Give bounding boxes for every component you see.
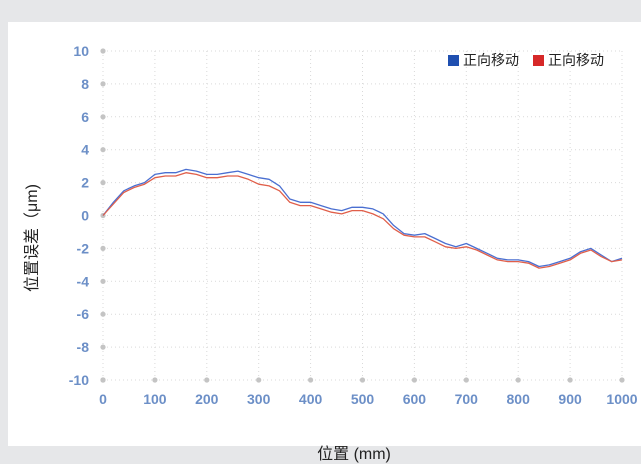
x-tick-marker xyxy=(619,377,625,383)
x-tick-label: 500 xyxy=(351,391,375,407)
y-tick-label: -6 xyxy=(77,306,90,322)
legend-item-2: 正向移动 xyxy=(533,50,604,70)
legend-swatch xyxy=(533,54,544,66)
x-tick-label: 800 xyxy=(507,391,531,407)
x-tick-label: 900 xyxy=(558,391,582,407)
x-tick-marker xyxy=(359,377,366,383)
y-tick-label: 10 xyxy=(73,43,89,59)
x-tick-marker xyxy=(308,377,314,383)
legend-label: 正向移动 xyxy=(548,52,604,68)
line-chart: 10 8 6 4 2 0 -2 -4 -6 -8 -10 0 100 200 300 400 500 600 70… xyxy=(69,43,638,407)
x-tick-label: 0 xyxy=(99,391,107,407)
y-tick-marker xyxy=(100,147,106,153)
y-tick-marker xyxy=(100,278,106,284)
legend-label: 正向移动 xyxy=(463,52,519,68)
x-tick-label: 100 xyxy=(143,391,167,407)
y-tick-label: -2 xyxy=(77,240,90,256)
series-line-1 xyxy=(102,168,623,268)
x-tick-label: 1000 xyxy=(606,391,637,407)
chart-panel: 10 8 6 4 2 0 -2 -4 -6 -8 -10 0 100 200 300 400 500 600 70… xyxy=(8,22,641,463)
x-axis: 0 100 200 300 400 500 600 700 800 900 1000 xyxy=(99,377,638,407)
grid-lines xyxy=(102,50,623,381)
y-axis-title: 位置误差（μm) xyxy=(24,184,41,292)
x-tick-marker xyxy=(204,377,210,383)
x-tick-marker xyxy=(463,377,469,383)
x-tick-marker xyxy=(515,377,521,383)
y-tick-marker xyxy=(100,114,106,120)
x-tick-marker xyxy=(411,377,417,383)
x-tick-label: 400 xyxy=(299,391,323,407)
x-tick-label: 200 xyxy=(195,391,219,407)
y-tick-label: 6 xyxy=(81,109,89,125)
legend-item-1: 正向移动 xyxy=(448,50,519,70)
y-tick-label: -8 xyxy=(77,339,90,355)
x-tick-marker xyxy=(567,377,573,383)
x-tick-label: 600 xyxy=(403,391,427,407)
y-tick-label: 8 xyxy=(81,76,89,92)
y-tick-marker xyxy=(100,311,106,317)
legend-swatch xyxy=(448,54,459,66)
x-tick-marker xyxy=(256,377,262,383)
series-line-2 xyxy=(102,172,623,269)
y-tick-label: 2 xyxy=(81,175,89,191)
y-tick-marker xyxy=(100,81,106,87)
x-axis-title: 位置 (mm) xyxy=(317,446,391,463)
y-tick-label: -4 xyxy=(77,273,90,289)
series-lines xyxy=(102,168,623,269)
x-tick-marker xyxy=(100,377,106,383)
y-tick-marker xyxy=(100,180,106,186)
x-tick-label: 300 xyxy=(247,391,271,407)
y-tick-label: -10 xyxy=(69,372,89,388)
x-tick-label: 700 xyxy=(455,391,479,407)
y-tick-label: 4 xyxy=(81,142,89,158)
y-axis: 10 8 6 4 2 0 -2 -4 -6 -8 -10 xyxy=(69,43,106,388)
y-tick-marker xyxy=(100,344,106,350)
y-tick-marker xyxy=(100,48,106,54)
legend: 正向移动 正向移动 xyxy=(448,50,604,70)
x-tick-marker xyxy=(152,377,158,383)
y-tick-marker xyxy=(100,245,106,251)
y-tick-label: 0 xyxy=(81,208,89,224)
